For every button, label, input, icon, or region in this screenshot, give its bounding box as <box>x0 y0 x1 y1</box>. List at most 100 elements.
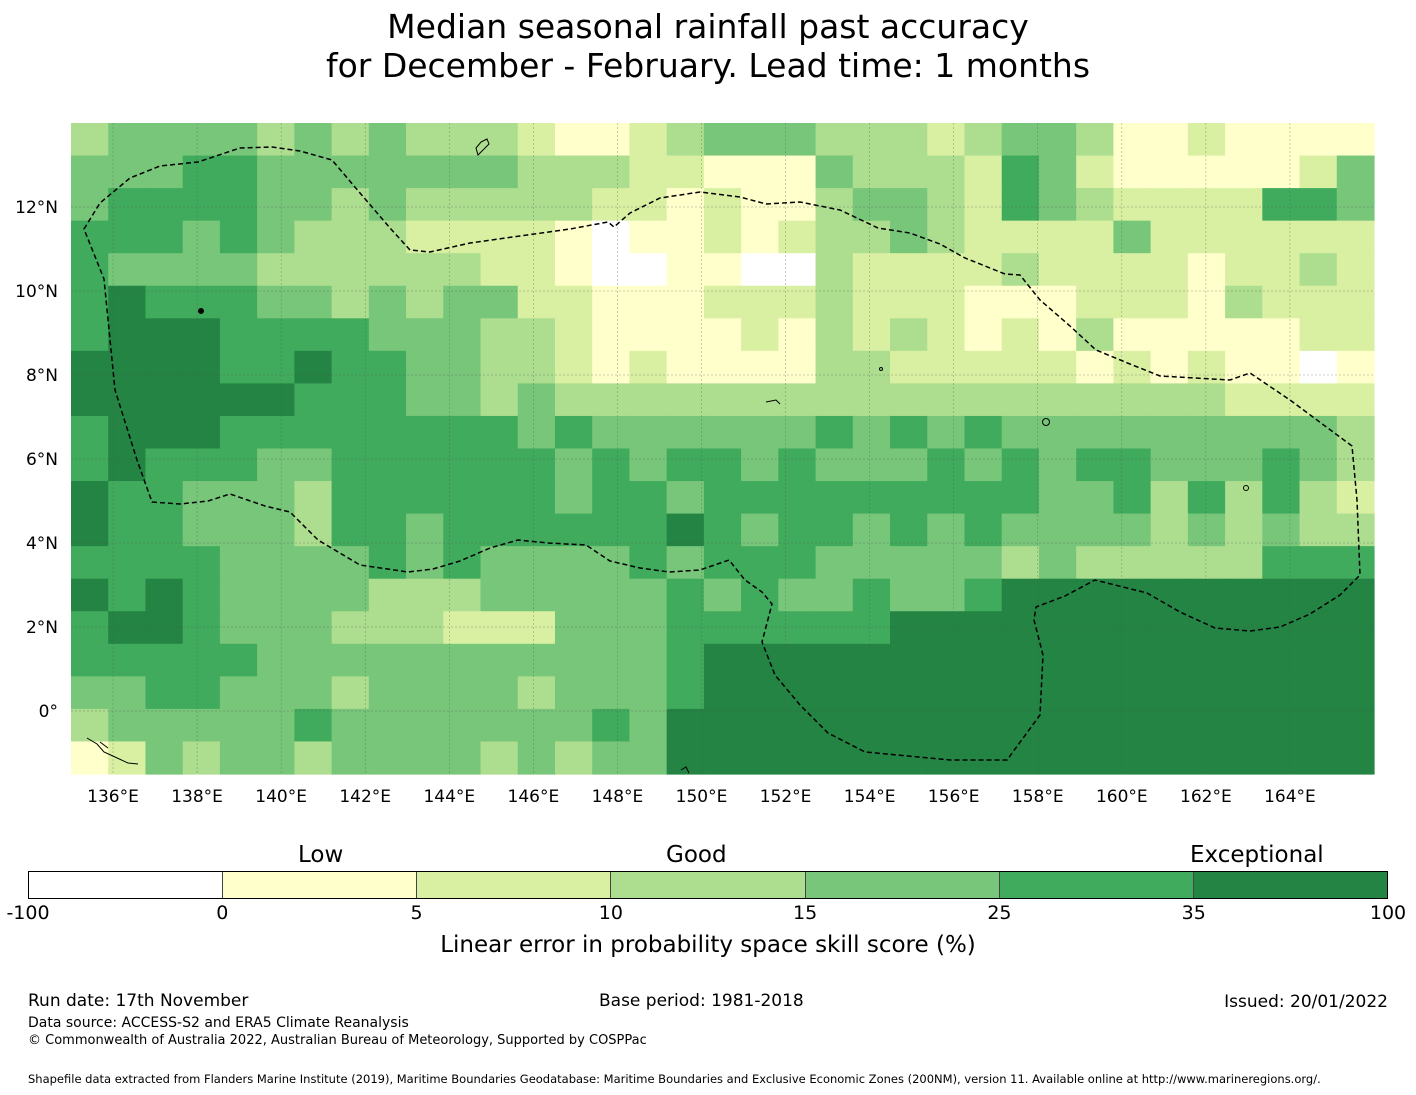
grid-cell <box>1299 481 1338 515</box>
colorbar-title: Linear error in probability space skill … <box>440 932 976 958</box>
grid-cell <box>666 546 705 580</box>
grid-cell <box>219 513 258 547</box>
grid-cell <box>1262 611 1301 645</box>
grid-cell <box>703 188 742 222</box>
grid-cell <box>666 415 705 450</box>
grid-cell <box>778 415 817 450</box>
grid-cell <box>1038 481 1077 515</box>
grid-cell <box>1262 285 1301 319</box>
grid-cell <box>666 448 705 482</box>
grid-cell <box>554 448 593 482</box>
grid-cell <box>1076 253 1114 287</box>
grid-cell <box>108 253 147 287</box>
grid-cell <box>108 383 147 417</box>
grid-cell <box>1299 253 1338 287</box>
grid-cell <box>629 708 668 743</box>
grid-cell <box>703 578 742 612</box>
grid-cell <box>108 318 147 352</box>
grid-cell <box>1076 415 1114 450</box>
grid-cell <box>554 481 593 515</box>
grid-cell <box>480 741 519 775</box>
grid-cell <box>182 123 221 157</box>
grid-cell <box>629 578 668 612</box>
grid-cell <box>71 481 109 515</box>
grid-cell <box>219 415 258 450</box>
grid-cell <box>890 611 928 645</box>
grid-cell <box>741 546 779 580</box>
grid-cell <box>815 643 854 677</box>
grid-cell <box>741 318 779 352</box>
legend-exceptional-label: Exceptional <box>1190 842 1324 868</box>
colorbar-segment <box>416 872 611 898</box>
grid-cell <box>629 285 668 319</box>
grid-cell <box>927 643 966 677</box>
grid-cell <box>964 383 1003 417</box>
grid-cell <box>108 611 147 645</box>
grid-cell <box>741 676 779 710</box>
longitude-tick-label: 162°E <box>1180 787 1232 807</box>
legend-low-label: Low <box>298 842 344 868</box>
grid-cell <box>778 546 817 580</box>
grid-cell <box>703 123 742 157</box>
grid-cell <box>145 350 184 384</box>
grid-cell <box>1076 708 1114 743</box>
grid-cell <box>71 220 109 254</box>
grid-cell <box>815 448 854 482</box>
grid-cell <box>852 741 891 775</box>
grid-cell <box>294 708 333 743</box>
grid-cell <box>1113 415 1152 450</box>
grid-cell <box>927 285 966 319</box>
grid-cell <box>1336 676 1375 710</box>
grid-cell <box>219 123 258 157</box>
grid-cell <box>219 643 258 677</box>
grid-cell <box>852 708 891 743</box>
grid-cell <box>666 611 705 645</box>
grid-cell <box>629 188 668 222</box>
longitude-tick-label: 146°E <box>508 787 560 807</box>
grid-cell <box>554 253 593 287</box>
grid-cell <box>1076 220 1114 254</box>
grid-cell <box>741 643 779 677</box>
grid-cell <box>852 578 891 612</box>
grid-cell <box>1299 578 1338 612</box>
grid-cell <box>554 415 593 450</box>
grid-cell <box>294 350 333 384</box>
grid-cell <box>1076 448 1114 482</box>
grid-cell <box>443 383 482 417</box>
grid-cell <box>1336 481 1375 515</box>
grid-cell <box>1336 513 1375 547</box>
copyright: © Commonwealth of Australia 2022, Austra… <box>28 1033 647 1048</box>
grid-cell <box>852 123 891 157</box>
longitude-tick-label: 152°E <box>760 787 812 807</box>
grid-cell <box>852 318 891 352</box>
grid-cell <box>629 318 668 352</box>
grid-cell <box>406 155 444 189</box>
grid-cell <box>1038 318 1077 352</box>
grid-cell <box>443 611 482 645</box>
base-period: Base period: 1981-2018 <box>599 991 804 1011</box>
grid-cell <box>294 220 333 254</box>
colorbar-tick-label: 35 <box>1181 902 1206 924</box>
grid-cell <box>964 155 1003 189</box>
grid-cell <box>368 155 407 189</box>
grid-cell <box>1299 708 1338 743</box>
grid-cell <box>1187 253 1226 287</box>
grid-cell <box>852 676 891 710</box>
grid-cell <box>406 350 444 384</box>
grid-cell <box>108 481 147 515</box>
grid-cell <box>294 415 333 450</box>
grid-cell <box>1113 155 1152 189</box>
grid-cell <box>219 578 258 612</box>
grid-cell <box>666 578 705 612</box>
grid-cell <box>592 383 631 417</box>
grid-cell <box>1076 285 1114 319</box>
grid-cell <box>1150 253 1189 287</box>
grid-cell <box>554 155 593 189</box>
grid-cell <box>1262 578 1301 612</box>
grid-cell <box>778 741 817 775</box>
grid-cell <box>182 188 221 222</box>
grid-cell <box>331 350 370 384</box>
grid-cell <box>71 188 109 222</box>
grid-cell <box>890 676 928 710</box>
grid-cell <box>182 448 221 482</box>
